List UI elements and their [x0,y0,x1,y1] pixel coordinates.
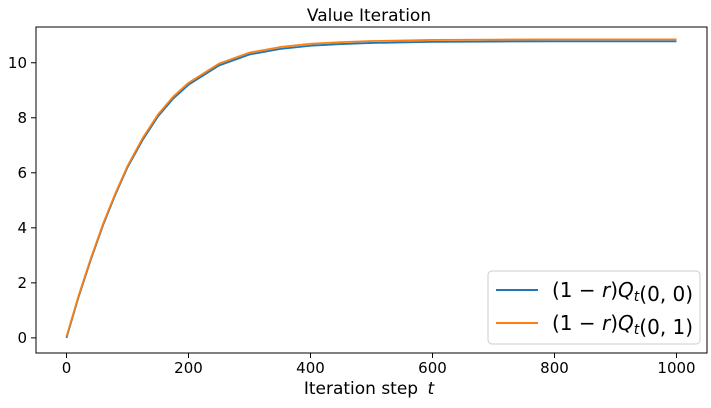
legend-label-part: r [602,311,612,335]
y-tick-label: 10 [8,54,27,72]
legend-label-0: (1 − r)Qt(0, 0) [552,278,693,306]
legend: (1 − r)Qt(0, 0)(1 − r)Qt(0, 1) [487,270,701,345]
y-tick-label: 0 [17,329,27,347]
legend-label-part: Q [618,311,634,335]
x-axis-label: Iteration step t [304,379,436,399]
x-tick-label: 1000 [657,359,695,377]
legend-label-part: (1 − [552,278,602,302]
legend-label-part: (0, 0) [639,282,693,306]
legend-label-part: ) [610,278,618,302]
chart-title: Value Iteration [307,6,431,26]
x-tick-label: 0 [62,359,72,377]
legend-label-part: (0, 1) [639,315,693,339]
y-tick-label: 8 [17,109,27,127]
legend-label-part: ) [610,311,618,335]
legend-label-part: (1 − [552,311,602,335]
x-tick-label: 800 [540,359,569,377]
legend-label-part: t [634,289,640,305]
series-lines [65,38,677,339]
y-tick-label: 2 [17,274,27,292]
y-tick-label: 4 [17,219,27,237]
series-line-1 [65,38,677,337]
axis-ticks: 0 200 400 600 800 1000 0 2 4 6 8 10 [8,54,696,377]
legend-box [487,270,701,345]
x-tick-label: 200 [174,359,203,377]
legend-label-1: (1 − r)Qt(0, 1) [552,311,693,339]
legend-label-part: t [634,322,640,338]
y-tick-label: 6 [17,164,27,182]
x-tick-label: 600 [418,359,447,377]
legend-label-part: r [602,278,612,302]
x-axis-label-var: t [428,379,436,399]
legend-label-part: Q [618,278,634,302]
x-tick-label: 400 [296,359,325,377]
x-axis-label-text: Iteration step [304,379,418,399]
